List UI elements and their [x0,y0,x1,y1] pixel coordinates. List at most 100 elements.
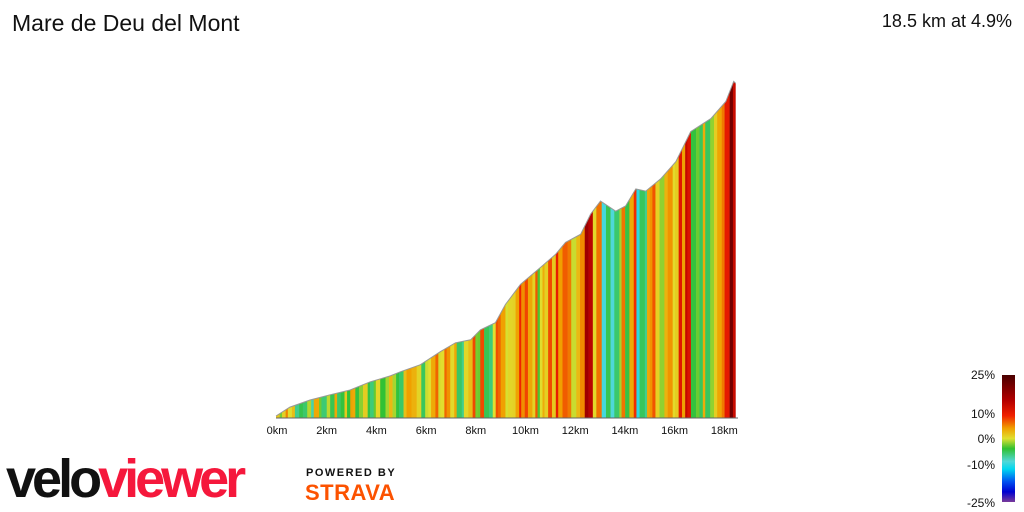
gradient-stripe [674,81,679,418]
gradient-stripe [358,81,364,418]
logo-viewer: viewer [98,449,246,509]
gradient-stripe [276,81,280,418]
gradient-stripe [710,81,715,418]
gradient-stripe [714,81,718,418]
gradient-stripe [313,81,320,418]
gradient-stripe [515,81,520,418]
gradient-stripe [690,81,697,418]
gradient-stripe [521,81,526,418]
gradient-stripe [380,81,386,418]
gradient-stripe [440,81,445,418]
gradient-stripe [385,81,390,418]
gradient-stripe [444,81,447,418]
gradient-stripe [527,81,533,418]
gradient-stripe [705,81,711,418]
gradient-stripe [282,81,286,418]
gradient-stripe [588,81,594,418]
gradient-stripe [562,81,568,418]
gradient-stripe [664,81,668,418]
segment-summary: 18.5 km at 4.9% [881,11,1012,31]
gradient-stripe [285,81,289,418]
x-tick-label: 16km [661,425,688,437]
gradient-stripe [311,81,315,418]
gradient-stripe [472,81,476,418]
gradient-stripe [475,81,479,418]
gradient-stripe [649,81,653,418]
gradient-stripe [678,81,683,418]
x-tick-label: 12km [562,425,589,437]
x-tick-label: 8km [465,425,486,437]
veloviewer-logo[interactable]: veloviewer [6,449,246,509]
gradient-stripe [596,81,603,418]
gradient-stripe [294,81,300,418]
gradient-stripe [411,81,417,418]
gradient-stripe [601,81,607,418]
gradient-stripe [340,81,345,418]
x-tick-label: 14km [611,425,638,437]
gradient-stripe [302,81,308,418]
segment-title: Mare de Deu del Mont [12,10,240,36]
gradient-stripe [655,81,660,418]
gradient-stripe [350,81,353,418]
gradient-stripe [524,81,529,418]
gradient-stripe [644,81,648,418]
gradient-stripe [489,81,494,418]
legend-label: 10% [970,407,995,421]
legend-label: -25% [966,496,995,510]
x-tick-label: 18km [711,425,738,437]
gradient-stripe [392,81,397,418]
gradient-stripe [592,81,597,418]
gradient-stripe [702,81,706,418]
gradient-stripe [732,81,736,418]
x-tick-label: 2km [316,425,337,437]
gradient-stripe [389,81,393,418]
logo-velo: velo [6,449,102,509]
gradient-stripe [463,81,469,418]
gradient-stripe [551,81,557,418]
gradient-stripe [363,81,368,418]
gradient-legend-bar [1002,375,1015,502]
gradient-stripe [321,81,328,418]
gradient-stripe [500,81,506,418]
x-tick-label: 6km [416,425,437,437]
gradient-stripe [621,81,626,418]
gradient-stripe [497,81,501,418]
gradient-stripe [291,81,296,418]
gradient-stripe [279,81,283,418]
gradient-stripe [567,81,572,418]
strava-logo[interactable]: STRAVA [305,480,396,505]
gradient-stripe [450,81,455,418]
gradient-stripe [425,81,429,418]
gradient-stripe [492,81,496,418]
gradient-stripe [639,81,646,418]
gradient-stripe [326,81,331,418]
gradient-stripe [347,81,351,418]
gradient-stripe [438,81,441,418]
gradient-stripe [610,81,615,418]
gradient-stripe [435,81,439,418]
gradient-stripe [555,81,559,418]
gradient-stripe [519,81,522,418]
gradient-stripe [652,81,656,418]
gradient-stripe [625,81,630,418]
gradient-stripe [319,81,322,418]
gradient-stripe [633,81,637,418]
gradient-stripe [724,81,730,418]
gradient-stripe [461,81,465,418]
gradient-stripe [532,81,536,418]
gradient-stripe [685,81,688,418]
gradient-stripe [355,81,360,418]
gradient-stripe [580,81,586,418]
gradient-stripe [629,81,635,418]
gradient-stripe [468,81,473,418]
gradient-stripe [542,81,545,418]
gradient-stripe [456,81,463,418]
gradient-stripe [396,81,400,418]
gradient-stripe [584,81,589,418]
gradient-stripe [352,81,356,418]
gradient-stripe [307,81,312,418]
gradient-stripe [687,81,692,418]
gradient-stripe [605,81,611,418]
gradient-stripe [672,81,676,418]
